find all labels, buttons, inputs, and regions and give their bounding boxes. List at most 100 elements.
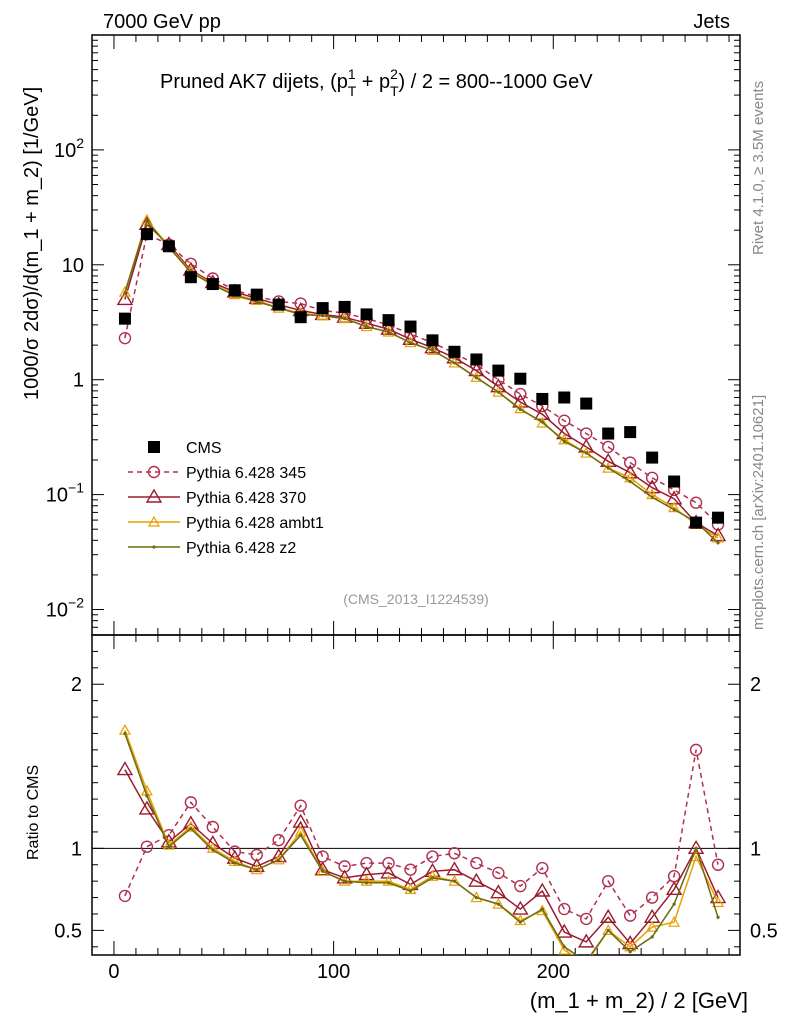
analysis-id: (CMS_2013_I1224539) bbox=[343, 591, 489, 607]
series-line-2 bbox=[124, 222, 719, 537]
ratio-line-0 bbox=[124, 749, 719, 920]
ratio-point-3 bbox=[585, 960, 588, 963]
ratio-point-3 bbox=[299, 833, 303, 837]
data-point-4 bbox=[606, 466, 610, 470]
ratio-point-3 bbox=[321, 869, 325, 873]
ratio-tick-label: 1 bbox=[71, 838, 82, 860]
ratio-point-2 bbox=[602, 924, 615, 935]
data-point-1 bbox=[118, 331, 132, 345]
ratio-point-0 bbox=[470, 856, 483, 870]
data-point-cms bbox=[338, 300, 351, 313]
ratio-point-3 bbox=[694, 846, 698, 850]
data-point-4 bbox=[496, 390, 500, 394]
legend: CMS Pythia 6.428 345 Pythia 6.428 370 Pythi… bbox=[128, 440, 324, 557]
ratio-point-1 bbox=[380, 864, 397, 879]
ratio-point-3 bbox=[606, 928, 610, 932]
data-point-cms bbox=[316, 302, 329, 315]
data-point-cms bbox=[536, 392, 549, 405]
legend-marker-cms bbox=[148, 441, 160, 453]
data-point-4 bbox=[562, 439, 566, 444]
ratio-point-1 bbox=[578, 933, 595, 948]
ratio-point-1 bbox=[512, 900, 529, 915]
x-axis-label: (m_1 + m_2) / 2 [GeV] bbox=[530, 988, 748, 1013]
ratio-point-3 bbox=[386, 881, 391, 885]
ratio-point-0 bbox=[711, 858, 725, 871]
ratio-point-1 bbox=[358, 866, 375, 881]
data-point-2 bbox=[380, 320, 397, 335]
ratio-tick-label: 0.5 bbox=[54, 920, 82, 942]
data-point-cms bbox=[382, 314, 395, 327]
ratio-line-2 bbox=[124, 729, 719, 955]
ratio-point-3 bbox=[233, 861, 237, 865]
ratio-point-1 bbox=[138, 800, 156, 815]
data-point-4 bbox=[628, 479, 632, 484]
ratio-point-0 bbox=[382, 856, 395, 870]
ratio-point-0 bbox=[580, 912, 593, 926]
data-point-4 bbox=[321, 314, 325, 318]
ratio-point-3 bbox=[145, 794, 149, 798]
data-point-4 bbox=[584, 451, 588, 455]
ratio-point-0 bbox=[184, 796, 198, 809]
data-point-4 bbox=[672, 508, 676, 512]
ratio-tick-label: 2 bbox=[71, 674, 82, 696]
x-tick-label: 200 bbox=[537, 961, 570, 983]
legend-label: Pythia 6.428 z2 bbox=[186, 540, 296, 557]
data-point-1 bbox=[514, 387, 527, 401]
data-point-cms bbox=[250, 288, 263, 301]
data-point-2 bbox=[534, 405, 551, 420]
ratio-point-2 bbox=[558, 943, 571, 955]
data-point-3 bbox=[536, 416, 549, 428]
data-point-cms bbox=[558, 391, 571, 404]
legend-marker bbox=[145, 488, 163, 503]
ratio-point-3 bbox=[716, 915, 720, 919]
data-point-4 bbox=[474, 376, 479, 380]
ratio-point-3 bbox=[650, 935, 654, 939]
ratio-panel: 0 100 200 0.5 0.5 1 1 2 2 bbox=[54, 634, 778, 983]
data-point-3 bbox=[492, 385, 505, 397]
ratio-point-3 bbox=[518, 920, 522, 924]
legend-marker bbox=[152, 545, 156, 549]
data-point-cms bbox=[448, 345, 461, 358]
y-tick-label: 102 bbox=[54, 135, 84, 162]
ratio-point-0 bbox=[689, 743, 703, 757]
data-point-4 bbox=[452, 361, 457, 365]
ratio-tick-label-right: 2 bbox=[750, 674, 761, 696]
data-point-1 bbox=[602, 440, 615, 454]
y-tick-label: 10−1 bbox=[46, 480, 84, 507]
ratio-point-2 bbox=[581, 958, 591, 967]
ratio-point-1 bbox=[687, 839, 705, 855]
ratio-point-2 bbox=[470, 891, 483, 903]
legend-label: Pythia 6.428 ambt1 bbox=[186, 515, 324, 532]
x-tick-label: 0 bbox=[108, 961, 119, 983]
ratio-point-3 bbox=[343, 879, 347, 883]
ratio-series-group bbox=[116, 723, 727, 967]
data-point-3 bbox=[448, 356, 461, 368]
data-point-2 bbox=[424, 339, 441, 354]
ratio-point-1 bbox=[599, 908, 617, 923]
ratio-point-0 bbox=[118, 889, 132, 903]
ratio-point-3 bbox=[430, 876, 435, 880]
ratio-point-3 bbox=[167, 845, 171, 849]
ratio-point-3 bbox=[452, 879, 457, 883]
ratio-point-1 bbox=[490, 884, 507, 899]
data-point-2 bbox=[709, 527, 727, 542]
data-point-cms bbox=[602, 427, 615, 440]
ratio-point-0 bbox=[140, 840, 154, 853]
data-point-cms bbox=[690, 516, 703, 529]
ratio-y-axis-label: Ratio to CMS bbox=[25, 765, 42, 860]
ratio-point-1 bbox=[248, 857, 265, 873]
data-point-3 bbox=[140, 213, 153, 225]
ratio-point-3 bbox=[628, 950, 632, 954]
series-line-4 bbox=[124, 219, 719, 544]
data-point-cms bbox=[580, 397, 593, 410]
legend-label: Pythia 6.428 370 bbox=[186, 490, 306, 507]
ratio-point-2 bbox=[668, 915, 681, 927]
ratio-line-3 bbox=[124, 733, 719, 955]
data-point-4 bbox=[386, 330, 391, 334]
data-point-2 bbox=[512, 393, 529, 408]
ratio-point-0 bbox=[448, 847, 461, 860]
data-point-cms bbox=[272, 298, 285, 311]
ratio-point-3 bbox=[189, 827, 193, 831]
data-point-cms bbox=[294, 311, 307, 324]
